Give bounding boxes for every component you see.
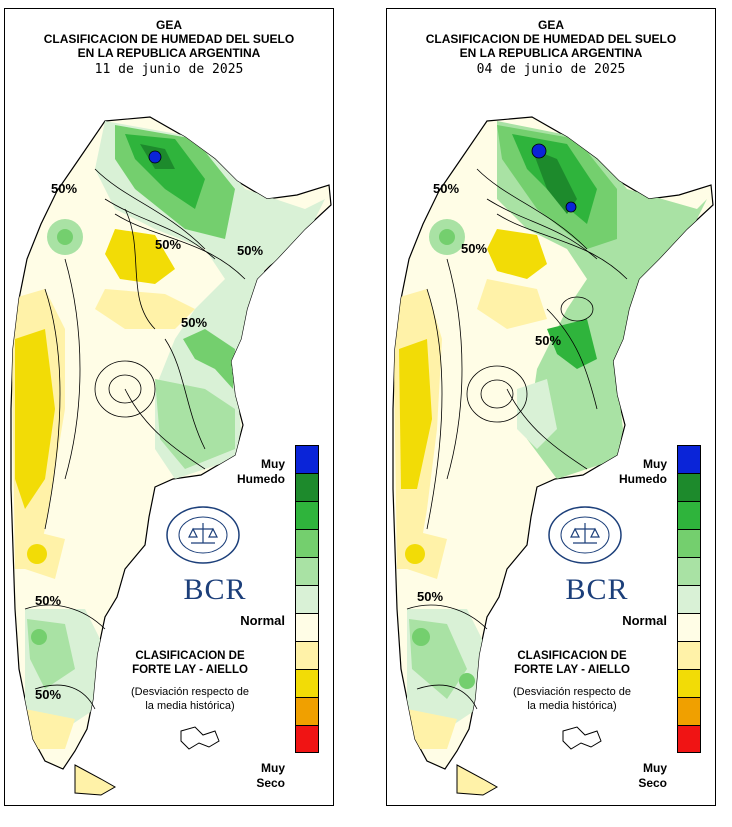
argentina-moisture-map: 50% 50% 50% 50% 50% 50% (10, 116, 332, 796)
header-title-line1: CLASIFICACION DE HUMEDAD DEL SUELO (425, 32, 677, 46)
contour-label-50: 50% (237, 243, 263, 258)
contour-label-50: 50% (51, 181, 77, 196)
tierra-del-fuego (74, 764, 117, 796)
legend-swatch (677, 445, 701, 473)
bcr-brand-name: BCR (183, 573, 247, 606)
legend-swatch (295, 501, 319, 529)
map-date: 04 de junio de 2025 (476, 62, 626, 77)
legend-label-very-wet: Muy Humedo (619, 457, 667, 486)
contour-label-50: 50% (417, 589, 443, 604)
map-panel-left: GEA CLASIFICACION DE HUMEDAD DEL SUELO E… (4, 8, 334, 806)
legend-swatch (677, 529, 701, 557)
legend-swatch (295, 725, 319, 753)
legend-color-scale (677, 445, 701, 753)
method-title: CLASIFICACION DE FORTE LAY - AIELLO (514, 650, 630, 676)
argentina-moisture-map: 50% 50% 50% 50% (392, 116, 714, 796)
contour-label-50: 50% (433, 181, 459, 196)
malvinas-islands (562, 726, 602, 750)
bcr-brand-name: BCR (565, 573, 629, 606)
legend-swatch (295, 473, 319, 501)
legend-swatch (295, 585, 319, 613)
contour-label-50: 50% (181, 315, 207, 330)
bcr-seal-logo (548, 506, 622, 564)
tierra-del-fuego (456, 764, 499, 796)
legend-color-scale (295, 445, 319, 753)
legend-swatch (295, 613, 319, 641)
header-title-line2: EN LA REPUBLICA ARGENTINA (459, 46, 643, 60)
contour-label-50: 50% (535, 333, 561, 348)
header-title-line1: CLASIFICACION DE HUMEDAD DEL SUELO (43, 32, 295, 46)
legend-swatch (677, 585, 701, 613)
legend-swatch (677, 697, 701, 725)
bcr-seal-logo (166, 506, 240, 564)
legend-swatch (677, 641, 701, 669)
legend-label-very-dry: Muy Seco (638, 761, 667, 790)
legend-swatch (677, 501, 701, 529)
method-subtitle: (Desviación respecto de la media históric… (512, 686, 631, 712)
method-subtitle: (Desviación respecto de la media históric… (130, 686, 249, 712)
map-panel-right: GEA CLASIFICACION DE HUMEDAD DEL SUELO E… (386, 8, 716, 806)
header-org: GEA (155, 18, 182, 32)
map-date: 11 de junio de 2025 (94, 62, 244, 77)
legend-swatch (677, 725, 701, 753)
malvinas-islands (180, 726, 220, 750)
legend-swatch (677, 613, 701, 641)
legend-swatch (295, 669, 319, 697)
header-org: GEA (537, 18, 564, 32)
legend-swatch (295, 641, 319, 669)
contour-label-50: 50% (461, 241, 487, 256)
contour-label-50: 50% (35, 687, 61, 702)
legend-label-very-wet: Muy Humedo (237, 457, 285, 486)
legend-swatch (677, 473, 701, 501)
legend-swatch (295, 445, 319, 473)
legend-swatch (295, 557, 319, 585)
legend-swatch (677, 669, 701, 697)
method-title: CLASIFICACION DE FORTE LAY - AIELLO (132, 650, 248, 676)
legend-label-normal: Normal (622, 613, 667, 628)
legend-swatch (295, 529, 319, 557)
contour-label-50: 50% (155, 237, 181, 252)
legend-swatch (677, 557, 701, 585)
legend-label-very-dry: Muy Seco (256, 761, 285, 790)
header-title-line2: EN LA REPUBLICA ARGENTINA (77, 46, 261, 60)
legend-swatch (295, 697, 319, 725)
legend-label-normal: Normal (240, 613, 285, 628)
contour-label-50: 50% (35, 593, 61, 608)
